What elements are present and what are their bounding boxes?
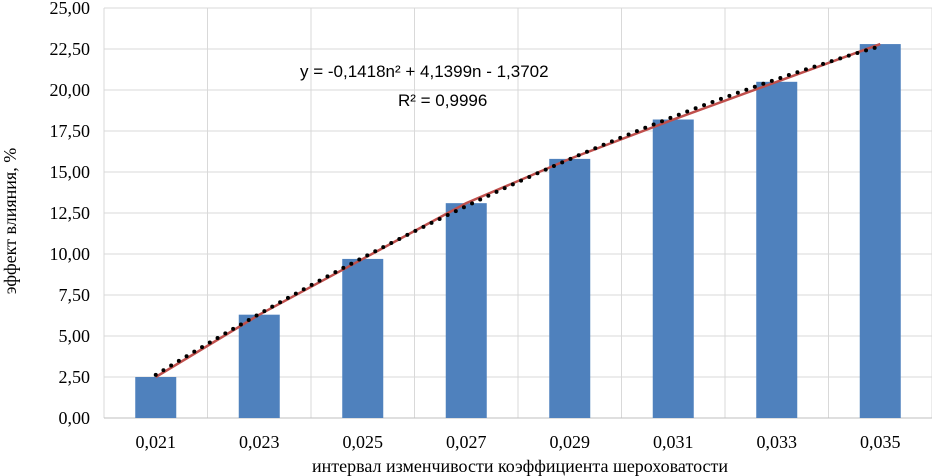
x-tick-label: 0,031 <box>653 432 694 452</box>
series-line <box>155 42 881 379</box>
x-axis: 0,021 0,023 0,025 0,027 0,029 0,031 0,033 0,035 <box>136 432 901 452</box>
y-tick-label: 0,00 <box>59 408 91 428</box>
y-axis-title: эффект влияния, % <box>0 148 20 294</box>
bar <box>549 158 591 418</box>
y-tick-label: 17,50 <box>50 121 91 141</box>
x-tick-label: 0,035 <box>860 432 901 452</box>
y-tick-label: 10,00 <box>50 244 91 264</box>
y-tick-label: 15,00 <box>50 162 91 182</box>
grid <box>103 7 932 419</box>
series-line-group <box>155 42 881 379</box>
bar <box>238 314 280 418</box>
bar <box>135 377 177 418</box>
trendline-r-squared: R² = 0,9996 <box>398 91 487 110</box>
bar <box>756 81 798 419</box>
x-tick-label: 0,029 <box>550 432 591 452</box>
y-tick-label: 20,00 <box>50 80 91 100</box>
y-tick-label: 25,00 <box>50 0 91 18</box>
bar <box>445 203 487 418</box>
y-tick-label: 22,50 <box>50 39 91 59</box>
x-tick-label: 0,025 <box>343 432 384 452</box>
bar <box>652 119 694 419</box>
x-axis-title: интервал изменчивости коэффициента шерох… <box>312 456 728 476</box>
x-tick-label: 0,027 <box>446 432 487 452</box>
y-tick-label: 5,00 <box>59 326 91 346</box>
y-axis: 0,00 2,50 5,00 7,50 10,00 12,50 15,00 17,50 20,0… <box>50 0 91 428</box>
y-tick-label: 2,50 <box>59 367 91 387</box>
x-tick-label: 0,023 <box>239 432 280 452</box>
bars <box>135 44 901 419</box>
bar <box>859 44 901 419</box>
bar <box>342 258 384 418</box>
x-tick-label: 0,021 <box>136 432 177 452</box>
y-tick-label: 12,50 <box>50 203 91 223</box>
trendline-equation: y = -0,1418n² + 4,1399n - 1,3702 <box>300 62 549 81</box>
y-tick-label: 7,50 <box>59 285 91 305</box>
x-tick-label: 0,033 <box>757 432 798 452</box>
